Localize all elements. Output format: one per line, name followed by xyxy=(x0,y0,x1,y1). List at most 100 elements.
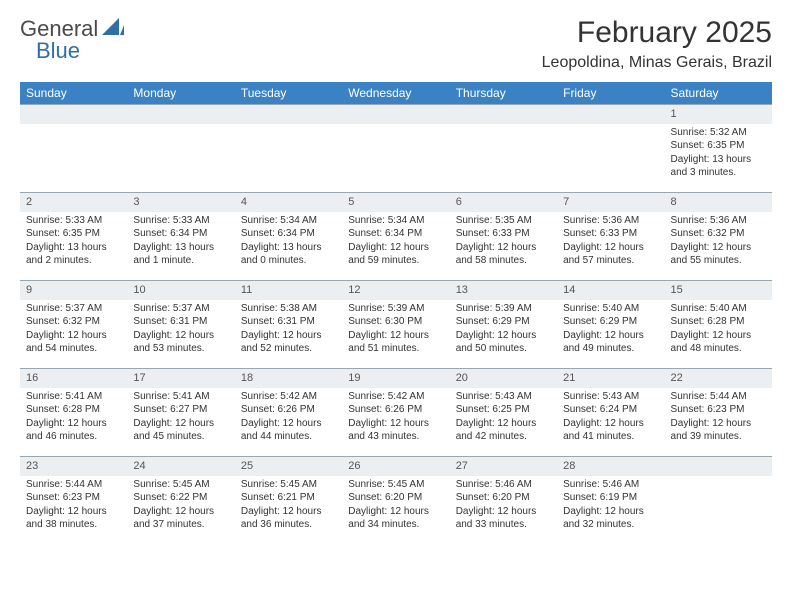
calendar-cell: 15Sunrise: 5:40 AMSunset: 6:28 PMDayligh… xyxy=(665,280,772,368)
day-number xyxy=(665,456,772,476)
calendar-cell: 9Sunrise: 5:37 AMSunset: 6:32 PMDaylight… xyxy=(20,280,127,368)
day-header: Monday xyxy=(127,82,234,104)
daylight-text: Daylight: 12 hours and 34 minutes. xyxy=(348,505,443,532)
sunset-text: Sunset: 6:26 PM xyxy=(348,403,443,417)
day-body: Sunrise: 5:41 AMSunset: 6:28 PMDaylight:… xyxy=(20,388,127,448)
sunrise-text: Sunrise: 5:32 AM xyxy=(671,126,766,140)
daylight-text: Daylight: 12 hours and 45 minutes. xyxy=(133,417,228,444)
day-number: 8 xyxy=(665,192,772,212)
daylight-text: Daylight: 12 hours and 48 minutes. xyxy=(671,329,766,356)
location-text: Leopoldina, Minas Gerais, Brazil xyxy=(542,54,772,72)
day-number: 24 xyxy=(127,456,234,476)
day-body: Sunrise: 5:37 AMSunset: 6:31 PMDaylight:… xyxy=(127,300,234,360)
day-body: Sunrise: 5:40 AMSunset: 6:29 PMDaylight:… xyxy=(557,300,664,360)
daylight-text: Daylight: 12 hours and 58 minutes. xyxy=(456,241,551,268)
calendar-cell: 17Sunrise: 5:41 AMSunset: 6:27 PMDayligh… xyxy=(127,368,234,456)
sunset-text: Sunset: 6:29 PM xyxy=(563,315,658,329)
sunset-text: Sunset: 6:22 PM xyxy=(133,491,228,505)
day-body: Sunrise: 5:32 AMSunset: 6:35 PMDaylight:… xyxy=(665,124,772,184)
calendar-cell: 23Sunrise: 5:44 AMSunset: 6:23 PMDayligh… xyxy=(20,456,127,544)
day-number xyxy=(342,104,449,124)
day-number: 23 xyxy=(20,456,127,476)
daylight-text: Daylight: 12 hours and 53 minutes. xyxy=(133,329,228,356)
daylight-text: Daylight: 12 hours and 42 minutes. xyxy=(456,417,551,444)
sunrise-text: Sunrise: 5:44 AM xyxy=(671,390,766,404)
day-body xyxy=(557,124,664,130)
sunset-text: Sunset: 6:31 PM xyxy=(133,315,228,329)
day-body: Sunrise: 5:45 AMSunset: 6:22 PMDaylight:… xyxy=(127,476,234,536)
day-number: 22 xyxy=(665,368,772,388)
day-body: Sunrise: 5:43 AMSunset: 6:24 PMDaylight:… xyxy=(557,388,664,448)
day-body xyxy=(342,124,449,130)
day-number: 18 xyxy=(235,368,342,388)
daylight-text: Daylight: 12 hours and 57 minutes. xyxy=(563,241,658,268)
day-number: 11 xyxy=(235,280,342,300)
day-number: 20 xyxy=(450,368,557,388)
day-body: Sunrise: 5:41 AMSunset: 6:27 PMDaylight:… xyxy=(127,388,234,448)
day-number xyxy=(557,104,664,124)
sunrise-text: Sunrise: 5:38 AM xyxy=(241,302,336,316)
calendar-cell: 2Sunrise: 5:33 AMSunset: 6:35 PMDaylight… xyxy=(20,192,127,280)
calendar-cell: 28Sunrise: 5:46 AMSunset: 6:19 PMDayligh… xyxy=(557,456,664,544)
daylight-text: Daylight: 12 hours and 55 minutes. xyxy=(671,241,766,268)
calendar-cell: 22Sunrise: 5:44 AMSunset: 6:23 PMDayligh… xyxy=(665,368,772,456)
day-body: Sunrise: 5:43 AMSunset: 6:25 PMDaylight:… xyxy=(450,388,557,448)
day-header: Wednesday xyxy=(342,82,449,104)
day-number xyxy=(127,104,234,124)
calendar-cell: 24Sunrise: 5:45 AMSunset: 6:22 PMDayligh… xyxy=(127,456,234,544)
daylight-text: Daylight: 12 hours and 51 minutes. xyxy=(348,329,443,356)
table-row: 1Sunrise: 5:32 AMSunset: 6:35 PMDaylight… xyxy=(20,104,772,192)
sunset-text: Sunset: 6:27 PM xyxy=(133,403,228,417)
page-title: February 2025 xyxy=(542,16,772,50)
sunrise-text: Sunrise: 5:43 AM xyxy=(563,390,658,404)
calendar-cell: 19Sunrise: 5:42 AMSunset: 6:26 PMDayligh… xyxy=(342,368,449,456)
day-body: Sunrise: 5:35 AMSunset: 6:33 PMDaylight:… xyxy=(450,212,557,272)
sunrise-text: Sunrise: 5:34 AM xyxy=(348,214,443,228)
sunrise-text: Sunrise: 5:33 AM xyxy=(26,214,121,228)
calendar-cell: 5Sunrise: 5:34 AMSunset: 6:34 PMDaylight… xyxy=(342,192,449,280)
sunset-text: Sunset: 6:31 PM xyxy=(241,315,336,329)
sunset-text: Sunset: 6:25 PM xyxy=(456,403,551,417)
day-body xyxy=(20,124,127,130)
sunset-text: Sunset: 6:29 PM xyxy=(456,315,551,329)
calendar-cell: 10Sunrise: 5:37 AMSunset: 6:31 PMDayligh… xyxy=(127,280,234,368)
day-number xyxy=(235,104,342,124)
day-body: Sunrise: 5:44 AMSunset: 6:23 PMDaylight:… xyxy=(665,388,772,448)
sunrise-text: Sunrise: 5:46 AM xyxy=(456,478,551,492)
day-number: 21 xyxy=(557,368,664,388)
day-number: 2 xyxy=(20,192,127,212)
calendar-cell xyxy=(665,456,772,544)
calendar-cell: 13Sunrise: 5:39 AMSunset: 6:29 PMDayligh… xyxy=(450,280,557,368)
calendar-cell: 16Sunrise: 5:41 AMSunset: 6:28 PMDayligh… xyxy=(20,368,127,456)
day-body: Sunrise: 5:42 AMSunset: 6:26 PMDaylight:… xyxy=(342,388,449,448)
sunset-text: Sunset: 6:23 PM xyxy=(671,403,766,417)
sunrise-text: Sunrise: 5:46 AM xyxy=(563,478,658,492)
daylight-text: Daylight: 12 hours and 59 minutes. xyxy=(348,241,443,268)
day-header: Sunday xyxy=(20,82,127,104)
day-number: 27 xyxy=(450,456,557,476)
sunrise-text: Sunrise: 5:42 AM xyxy=(241,390,336,404)
day-header: Tuesday xyxy=(235,82,342,104)
daylight-text: Daylight: 12 hours and 38 minutes. xyxy=(26,505,121,532)
sunset-text: Sunset: 6:34 PM xyxy=(133,227,228,241)
calendar-cell: 14Sunrise: 5:40 AMSunset: 6:29 PMDayligh… xyxy=(557,280,664,368)
day-number: 25 xyxy=(235,456,342,476)
day-body: Sunrise: 5:42 AMSunset: 6:26 PMDaylight:… xyxy=(235,388,342,448)
calendar-cell: 12Sunrise: 5:39 AMSunset: 6:30 PMDayligh… xyxy=(342,280,449,368)
day-body: Sunrise: 5:38 AMSunset: 6:31 PMDaylight:… xyxy=(235,300,342,360)
sunset-text: Sunset: 6:24 PM xyxy=(563,403,658,417)
calendar-cell xyxy=(450,104,557,192)
calendar-cell xyxy=(557,104,664,192)
daylight-text: Daylight: 13 hours and 2 minutes. xyxy=(26,241,121,268)
daylight-text: Daylight: 13 hours and 1 minute. xyxy=(133,241,228,268)
sunrise-text: Sunrise: 5:44 AM xyxy=(26,478,121,492)
day-body: Sunrise: 5:46 AMSunset: 6:20 PMDaylight:… xyxy=(450,476,557,536)
day-header: Friday xyxy=(557,82,664,104)
day-number: 7 xyxy=(557,192,664,212)
sunset-text: Sunset: 6:33 PM xyxy=(563,227,658,241)
sunset-text: Sunset: 6:33 PM xyxy=(456,227,551,241)
day-header: Saturday xyxy=(665,82,772,104)
day-header: Thursday xyxy=(450,82,557,104)
daylight-text: Daylight: 12 hours and 50 minutes. xyxy=(456,329,551,356)
title-block: February 2025 Leopoldina, Minas Gerais, … xyxy=(542,16,772,72)
